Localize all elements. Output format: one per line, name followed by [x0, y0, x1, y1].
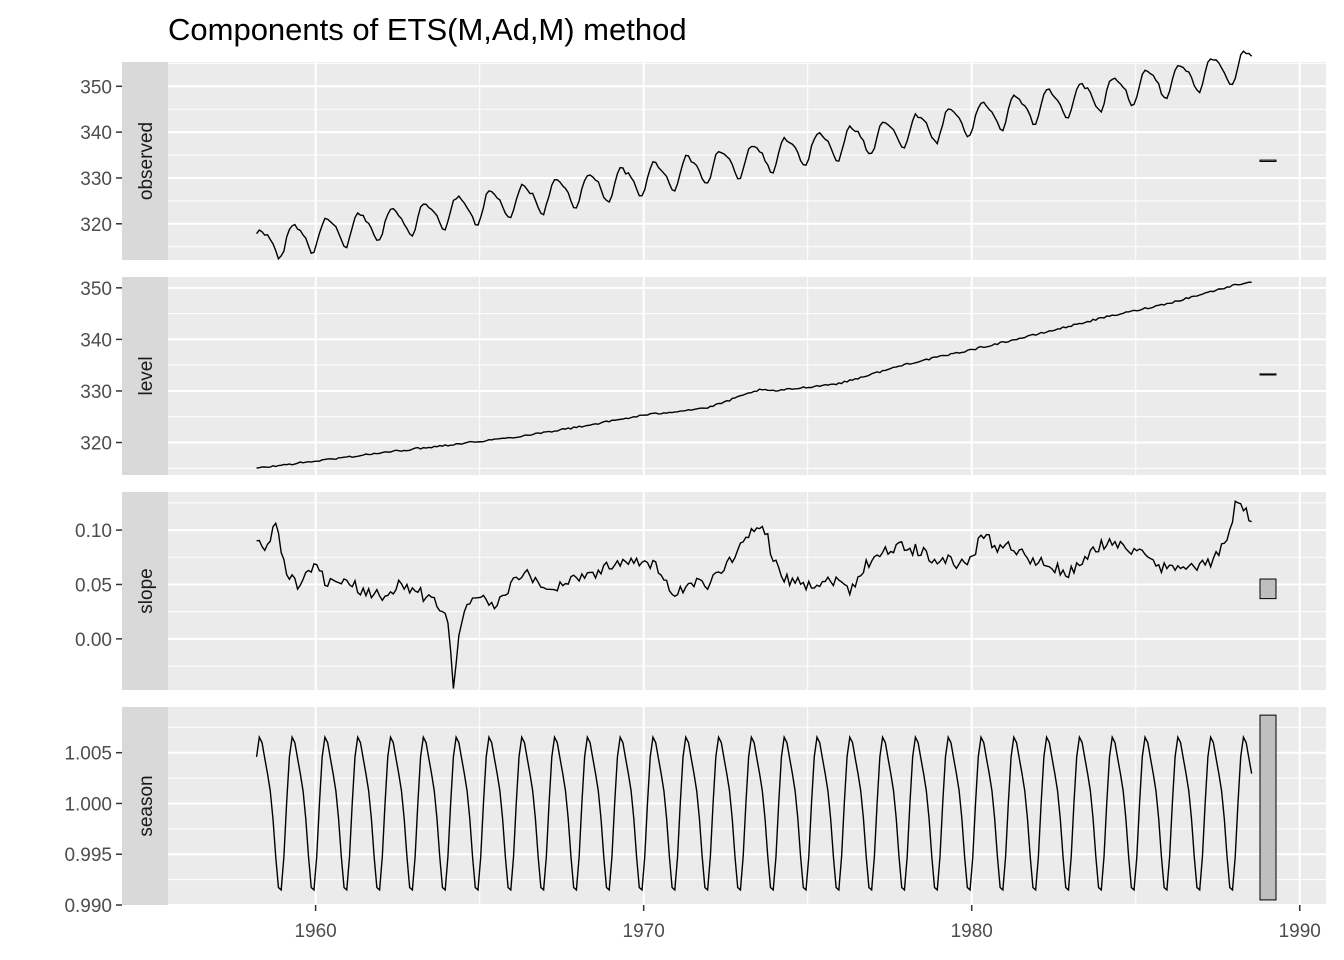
scale-bar-season: [1259, 714, 1277, 901]
y-tick-label-observed: 330: [80, 169, 112, 190]
scale-bar-slope: [1259, 578, 1277, 600]
series-line-level: [256, 281, 1252, 469]
y-tick-label-level: 350: [80, 279, 112, 300]
strip-label-level: level: [136, 356, 157, 395]
panel-background-observed: [168, 62, 1326, 260]
y-tick-label-slope: 0.00: [75, 630, 112, 651]
series-line-season: [255, 734, 1253, 892]
chart-title: Components of ETS(M,Ad,M) method: [168, 12, 687, 47]
y-tick-label-observed: 320: [80, 215, 112, 236]
scale-bar-level: [1259, 373, 1277, 376]
x-tick-label: 1960: [294, 921, 336, 942]
y-tick-label-slope: 0.05: [75, 575, 112, 596]
y-tick-label-season: 1.000: [64, 794, 112, 815]
strip-observed: [122, 62, 168, 260]
x-tick-label: 1980: [951, 921, 993, 942]
panel-level: level 320 330 340 350: [80, 277, 1326, 475]
y-tick-label-season: 0.995: [64, 845, 112, 866]
strip-label-observed: observed: [136, 122, 157, 200]
strip-level: [122, 277, 168, 475]
y-tick-label-season: 0.990: [64, 896, 112, 917]
panel-background-level: [168, 277, 1326, 475]
series-line-observed: [256, 50, 1253, 261]
panel-observed: observed 320 330 340 350: [80, 50, 1326, 261]
scale-bar-observed: [1259, 159, 1277, 162]
x-tick-label: 1970: [623, 921, 665, 942]
y-tick-label-slope: 0.10: [75, 521, 112, 542]
strip-slope: [122, 492, 168, 690]
y-tick-label-observed: 340: [80, 123, 112, 144]
panel-background-slope: [168, 492, 1326, 690]
x-tick-label: 1990: [1279, 921, 1321, 942]
y-tick-label-level: 320: [80, 434, 112, 455]
y-tick-label-level: 340: [80, 330, 112, 351]
panel-slope: slope 0.00 0.05 0.10: [75, 492, 1326, 690]
y-tick-label-level: 330: [80, 382, 112, 403]
strip-label-season: season: [136, 775, 157, 836]
y-tick-label-observed: 350: [80, 77, 112, 98]
series-line-slope: [256, 500, 1252, 689]
panel-background-season: [168, 707, 1326, 905]
chart-panels: observed 320 330 340 350 level 320 330 340 350 slo…: [64, 50, 1326, 917]
x-axis: 1960 1970 1980 1990: [294, 905, 1321, 942]
strip-season: [122, 707, 168, 905]
strip-label-slope: slope: [136, 568, 157, 613]
panel-season: season 0.990 0.995 1.000 1.005: [64, 707, 1326, 917]
y-tick-label-season: 1.005: [64, 744, 112, 765]
